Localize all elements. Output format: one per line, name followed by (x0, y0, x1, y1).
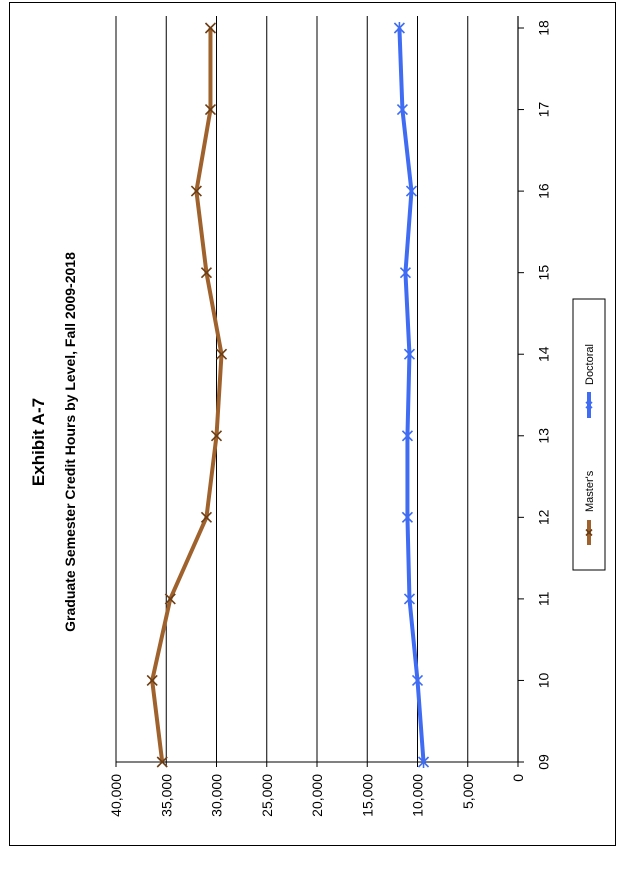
category-tick-label: 18 (536, 20, 552, 36)
data-point-masters (200, 511, 213, 523)
data-point-doctoral (396, 103, 408, 116)
data-point-doctoral (411, 674, 424, 687)
value-tick-label: 25,000 (259, 774, 275, 817)
data-point-doctoral (399, 266, 412, 279)
data-point-doctoral (403, 348, 416, 361)
value-tick-label: 35,000 (158, 774, 174, 817)
category-tick-label: 16 (536, 183, 552, 199)
data-point-masters (204, 103, 217, 116)
legend-label: Master's (584, 470, 596, 512)
category-tick-label: 11 (536, 591, 552, 606)
data-point-doctoral (405, 185, 418, 198)
value-tick-label: 30,000 (209, 774, 225, 817)
category-tick-label: 15 (536, 265, 552, 281)
value-tick-label: 5,000 (460, 774, 476, 809)
data-point-doctoral (401, 511, 414, 524)
chart-frame (9, 2, 616, 846)
exhibit-title: Exhibit A-7 (29, 398, 48, 486)
chart-title: Graduate Semester Credit Hours by Level,… (62, 252, 78, 632)
data-point-masters (200, 267, 213, 279)
data-point-masters (156, 756, 168, 768)
category-tick-label: 14 (536, 346, 552, 362)
data-point-masters (215, 348, 228, 360)
series-line-masters (150, 28, 224, 763)
value-tick-label: 20,000 (309, 774, 325, 817)
series-line-doctoral (397, 27, 426, 763)
category-tick-label: 12 (536, 509, 552, 525)
category-tick-label: 09 (536, 754, 552, 770)
value-tick-label: 15,000 (359, 774, 375, 817)
data-point-masters (204, 22, 217, 34)
value-tick-label: 40,000 (108, 774, 124, 817)
data-point-doctoral (417, 756, 430, 768)
legend-marker (585, 401, 593, 409)
value-tick-label: 10,000 (410, 774, 426, 817)
data-point-masters (210, 430, 223, 442)
category-tick-label: 10 (536, 672, 552, 688)
legend-label: Doctoral (584, 344, 596, 385)
data-point-doctoral (393, 22, 405, 34)
data-point-doctoral (401, 429, 414, 442)
data-point-masters (190, 185, 202, 197)
data-point-doctoral (403, 592, 416, 605)
legend-marker (585, 528, 593, 537)
category-tick-label: 17 (536, 102, 552, 118)
data-point-masters (164, 593, 176, 605)
data-point-masters (146, 674, 158, 687)
category-tick-label: 13 (536, 428, 552, 444)
value-tick-label: 0 (510, 774, 526, 782)
